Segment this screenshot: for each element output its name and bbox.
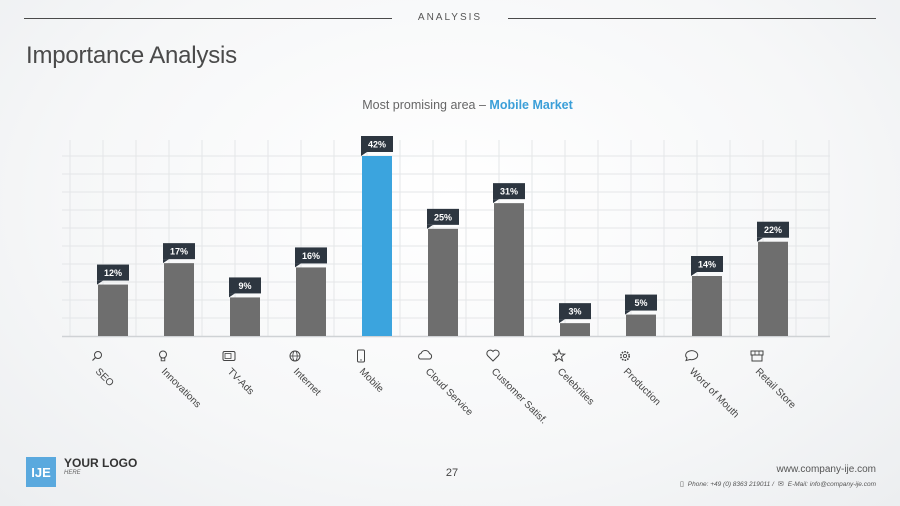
data-label-text: 25% [434, 212, 452, 222]
x-tick-label: TV-Ads [225, 366, 256, 397]
bar-celebrities [560, 323, 590, 336]
data-label-pointer [361, 152, 367, 156]
data-label-text: 31% [500, 187, 518, 197]
bar-innovations [164, 263, 194, 336]
phone-text: Phone: +49 (0) 8363 219011 / [687, 480, 774, 488]
data-label: 22% [757, 221, 789, 242]
search-icon [92, 351, 102, 361]
x-tick-label: Innovations [159, 366, 203, 410]
data-label-text: 14% [698, 260, 716, 270]
data-label-box [295, 247, 327, 264]
logo-mark: IJE [26, 457, 56, 487]
data-label-text: 12% [104, 268, 122, 278]
data-label: 3% [559, 303, 591, 324]
data-label-pointer [625, 310, 631, 315]
data-label-box [757, 221, 789, 238]
logo-subtext: HERE [64, 470, 81, 476]
data-label-box [163, 243, 195, 260]
lightbulb-icon [159, 350, 167, 362]
data-label-text: 16% [302, 251, 320, 261]
data-label: 14% [691, 256, 723, 276]
data-label-box [691, 256, 723, 272]
gear-icon [619, 350, 630, 361]
bar-word-of-mouth [692, 276, 722, 336]
data-label-pointer [493, 199, 499, 204]
data-label: 12% [97, 264, 129, 285]
x-tick-label: Celebrities [555, 366, 596, 407]
data-label-box [427, 208, 459, 225]
chart-subtitle: Most promising area – Mobile Market [0, 98, 900, 112]
data-label-text: 22% [764, 225, 782, 235]
data-label-text: 3% [568, 307, 581, 317]
section-label: ANALYSIS [417, 12, 483, 23]
page-title: Importance Analysis [26, 42, 237, 69]
data-label: 25% [427, 208, 459, 229]
bar-customer-satisf- [494, 203, 524, 336]
x-tick-label: Mobile [357, 366, 386, 395]
email-text[interactable]: E-Mail: info@company-ije.com [787, 480, 876, 488]
x-tick-label: Retail Store [753, 366, 798, 411]
data-label-box [493, 183, 525, 200]
x-tick-label: Word of Mouth [687, 366, 741, 420]
data-label-text: 17% [170, 247, 188, 257]
heart-icon [486, 349, 500, 362]
chat-icon [685, 350, 699, 362]
website-link[interactable]: www.company-ije.com [776, 464, 876, 475]
data-label-pointer [229, 293, 235, 298]
data-label-pointer [427, 224, 433, 229]
bar-tv-ads [230, 297, 260, 336]
phone-icon: ▯ [679, 481, 684, 488]
x-tick-label: Customer Satisf. [489, 366, 549, 426]
x-tick-label: Internet [291, 366, 323, 398]
star-icon [551, 348, 567, 362]
data-label-pointer [97, 280, 103, 285]
bar-mobile [362, 156, 392, 336]
mobile-icon [357, 349, 365, 363]
mail-icon: ✉ [777, 481, 784, 488]
page-number: 27 [445, 467, 459, 479]
data-label-text: 9% [238, 281, 251, 291]
data-label: 9% [229, 277, 261, 298]
data-label-pointer [163, 259, 169, 264]
cloud-icon [418, 350, 433, 360]
bar-retail-store [758, 241, 788, 336]
logo-text: YOUR LOGO [64, 456, 138, 470]
data-label-text: 5% [634, 298, 647, 308]
bar-production [626, 314, 656, 336]
x-tick-label: Cloud Service [423, 366, 475, 418]
bar-seo [98, 284, 128, 336]
data-label-pointer [691, 272, 697, 276]
x-tick-label: Production [621, 366, 663, 408]
data-label-pointer [295, 263, 301, 268]
data-label: 31% [493, 183, 525, 204]
x-tick-label: SEO [93, 366, 116, 389]
subtitle-prefix: Most promising area [362, 98, 476, 112]
subtitle-highlight: Mobile Market [489, 98, 573, 112]
data-label: 42% [361, 136, 393, 156]
store-icon [750, 350, 764, 362]
data-label-box [229, 277, 261, 294]
data-label: 16% [295, 247, 327, 268]
bar-internet [296, 267, 326, 336]
header-rule-right [508, 18, 876, 19]
subtitle-dash: – [478, 98, 486, 112]
data-label: 5% [625, 294, 657, 315]
data-label-box [625, 294, 657, 311]
data-label-pointer [757, 237, 763, 242]
header-rule-left [24, 18, 392, 19]
tv-icon [222, 351, 236, 361]
bar-cloud-service [428, 228, 458, 336]
contact-line: ▯ Phone: +49 (0) 8363 219011 / ✉ E-Mail:… [679, 480, 876, 489]
data-label-box [559, 303, 591, 320]
data-label: 17% [163, 243, 195, 264]
globe-icon [289, 350, 301, 362]
data-label-text: 42% [368, 140, 386, 150]
data-label-box [97, 264, 129, 281]
data-label-box [361, 136, 393, 152]
data-label-pointer [559, 319, 565, 324]
